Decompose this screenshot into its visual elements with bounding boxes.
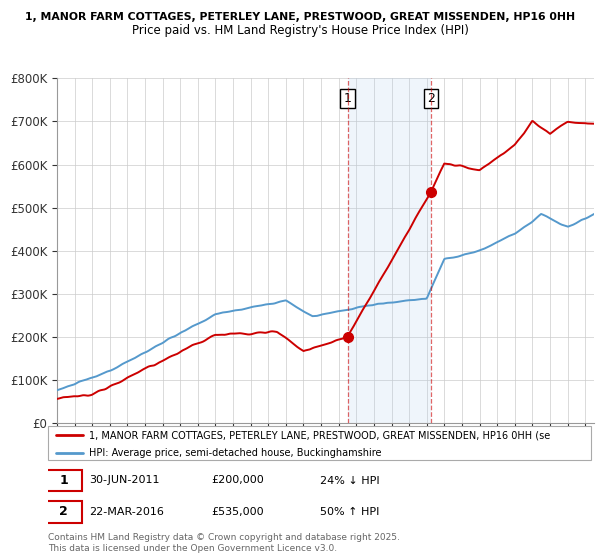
FancyBboxPatch shape	[45, 501, 82, 522]
Text: 2: 2	[59, 505, 68, 519]
FancyBboxPatch shape	[45, 470, 82, 491]
FancyBboxPatch shape	[48, 426, 591, 460]
Text: 50% ↑ HPI: 50% ↑ HPI	[320, 507, 379, 517]
Text: Contains HM Land Registry data © Crown copyright and database right 2025.
This d: Contains HM Land Registry data © Crown c…	[48, 533, 400, 553]
Text: HPI: Average price, semi-detached house, Buckinghamshire: HPI: Average price, semi-detached house,…	[89, 447, 381, 458]
Bar	[347, 78, 431, 423]
Text: 1: 1	[59, 474, 68, 487]
Text: Price paid vs. HM Land Registry's House Price Index (HPI): Price paid vs. HM Land Registry's House …	[131, 24, 469, 36]
Text: 1, MANOR FARM COTTAGES, PETERLEY LANE, PRESTWOOD, GREAT MISSENDEN, HP16 0HH (se: 1, MANOR FARM COTTAGES, PETERLEY LANE, P…	[89, 430, 550, 440]
Text: 22-MAR-2016: 22-MAR-2016	[89, 507, 164, 517]
Text: 30-JUN-2011: 30-JUN-2011	[89, 475, 159, 486]
Text: 1: 1	[344, 92, 352, 105]
Text: 24% ↓ HPI: 24% ↓ HPI	[320, 475, 379, 486]
Text: £535,000: £535,000	[211, 507, 263, 517]
Text: £200,000: £200,000	[211, 475, 263, 486]
Text: 2: 2	[427, 92, 434, 105]
Text: 1, MANOR FARM COTTAGES, PETERLEY LANE, PRESTWOOD, GREAT MISSENDEN, HP16 0HH: 1, MANOR FARM COTTAGES, PETERLEY LANE, P…	[25, 12, 575, 22]
